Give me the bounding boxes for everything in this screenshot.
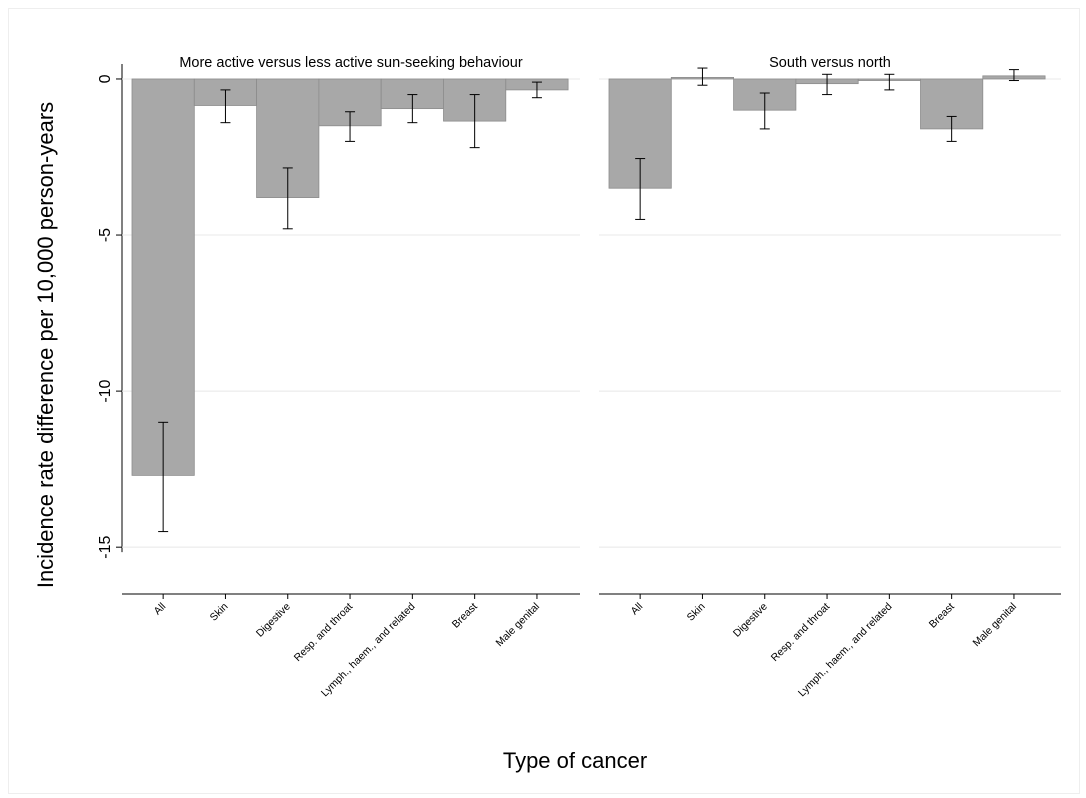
y-axis-label: Incidence rate difference per 10,000 per… <box>33 102 58 588</box>
bar <box>131 78 195 476</box>
x-axis-label: Type of cancer <box>503 748 647 773</box>
y-tick-label: 0 <box>97 74 114 83</box>
chart-frame: 0 -5 -10 -15 More active versus less active … <box>8 8 1080 794</box>
x-tick-label: Resp. and throat <box>292 601 355 664</box>
chart-panel: South versus north All Skin DigestiveResp. … <box>599 55 1061 699</box>
y-tick-label: -15 <box>97 536 114 559</box>
x-tick-label: All <box>629 601 646 618</box>
x-tick-label: Digestive <box>731 601 770 640</box>
x-tick-label: All <box>152 601 169 618</box>
x-tick-label: Breast <box>927 601 957 631</box>
x-tick-label: Breast <box>450 601 480 631</box>
x-tick-label: Digestive <box>254 601 293 640</box>
panel-title: More active versus less active sun-seeki… <box>179 55 522 71</box>
y-tick-label: -5 <box>97 228 114 242</box>
y-tick-label: -10 <box>97 379 114 402</box>
x-tick-label: Skin <box>208 601 231 624</box>
x-tick-label: Male genital <box>494 601 543 650</box>
panel-title: South versus north <box>769 55 891 71</box>
chart-svg: 0 -5 -10 -15 More active versus less active … <box>33 55 1061 773</box>
x-tick-label: Resp. and throat <box>769 601 832 664</box>
x-tick-label: Skin <box>685 601 708 624</box>
chart-panels: 0 -5 -10 -15 More active versus less active … <box>97 55 1061 699</box>
x-tick-label: Male genital <box>971 601 1020 650</box>
chart-panel: More active versus less active sun-seeki… <box>122 55 580 699</box>
